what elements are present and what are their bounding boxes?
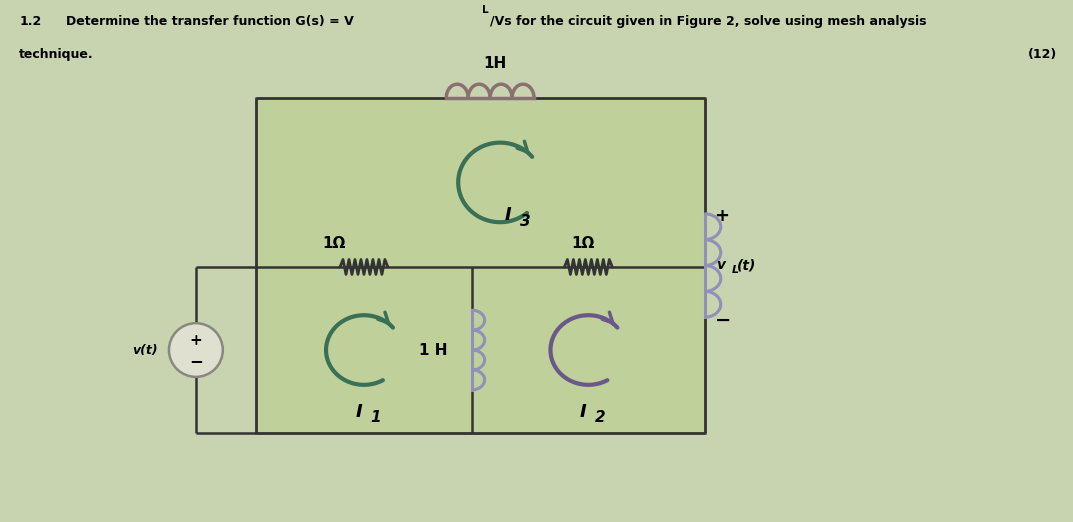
Text: L: L bbox=[482, 5, 489, 15]
Bar bbox=[255, 98, 705, 433]
Text: technique.: technique. bbox=[19, 48, 94, 61]
Text: Determine the transfer function G(s) = V: Determine the transfer function G(s) = V bbox=[67, 15, 354, 28]
Text: 1Ω: 1Ω bbox=[322, 236, 346, 251]
Text: 3: 3 bbox=[519, 214, 530, 229]
Text: (12): (12) bbox=[1028, 48, 1057, 61]
Text: /Vs for the circuit given in Figure 2, solve using mesh analysis: /Vs for the circuit given in Figure 2, s… bbox=[490, 15, 927, 28]
Text: 1Ω: 1Ω bbox=[572, 236, 596, 251]
Text: 1 H: 1 H bbox=[418, 342, 447, 358]
Text: v(t): v(t) bbox=[132, 343, 158, 357]
Text: 1H: 1H bbox=[484, 56, 506, 71]
Text: 1: 1 bbox=[370, 410, 381, 425]
Text: −: − bbox=[189, 352, 203, 370]
Circle shape bbox=[168, 323, 223, 377]
Text: I: I bbox=[580, 403, 587, 421]
Text: L: L bbox=[732, 266, 738, 276]
Text: I: I bbox=[504, 206, 512, 224]
Text: I: I bbox=[355, 403, 363, 421]
Text: +: + bbox=[715, 207, 730, 225]
Text: −: − bbox=[715, 311, 731, 330]
Text: 2: 2 bbox=[596, 410, 605, 425]
Text: v: v bbox=[717, 258, 725, 272]
Text: +: + bbox=[190, 333, 202, 348]
Text: 1.2: 1.2 bbox=[19, 15, 42, 28]
Text: (t): (t) bbox=[736, 258, 755, 272]
